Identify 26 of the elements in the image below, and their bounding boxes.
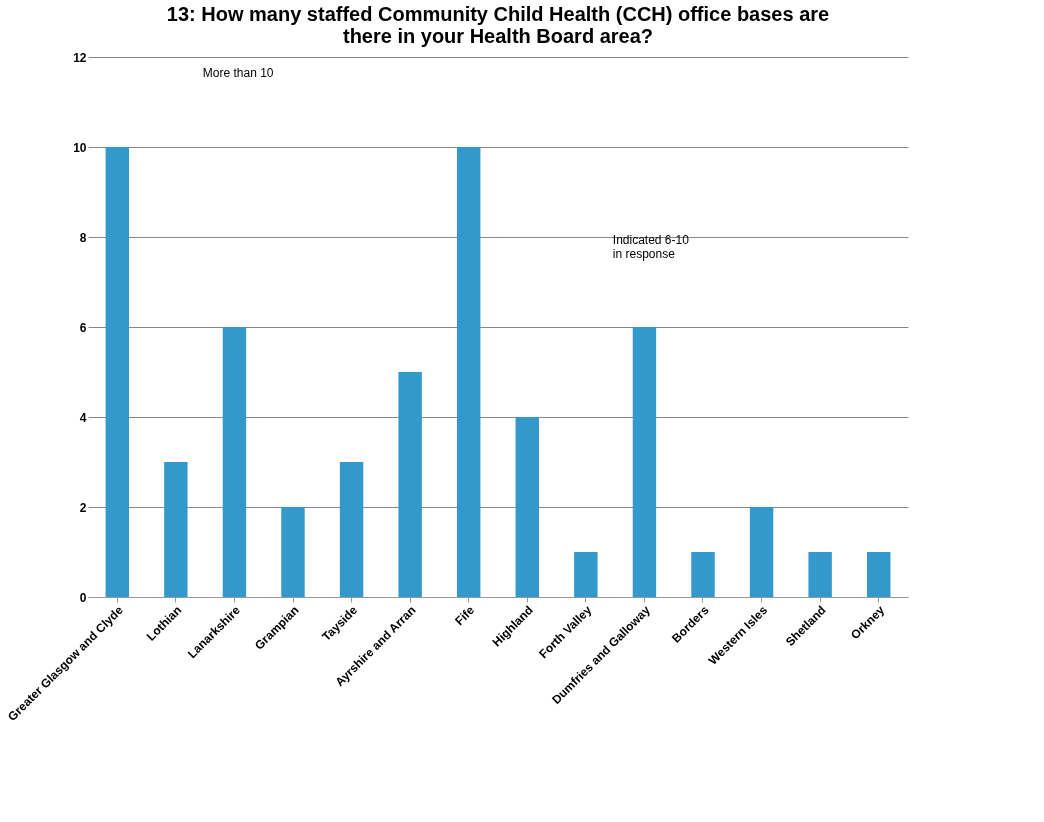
bar (398, 372, 422, 597)
text: 13: How many staffed Community Child Health (CCH) office bases are (166, 3, 830, 25)
y-tick-label: 4 (79, 410, 87, 425)
y-tick-label: 10 (73, 140, 87, 155)
bar (105, 147, 129, 597)
bar (691, 552, 715, 597)
bar (339, 462, 364, 597)
annotation: More than 10 (202, 65, 274, 80)
y-tick-label: 2 (79, 500, 87, 515)
x-tick-label: Fife (452, 602, 478, 629)
bar (281, 507, 305, 597)
y-tick-label: 8 (79, 230, 87, 245)
bar (808, 552, 832, 597)
bar (867, 552, 891, 597)
bar (632, 327, 657, 597)
bar (515, 417, 539, 597)
y-tick-label: 12 (73, 50, 87, 65)
y-tick-label: 0 (79, 590, 87, 605)
text: there in your Health Board area? (342, 25, 654, 47)
bar (164, 462, 188, 597)
bar (574, 552, 598, 597)
bar (457, 147, 481, 597)
y-tick-label: 6 (79, 320, 87, 335)
annotation: Indicated 6-10 in response (612, 233, 690, 262)
bar (749, 507, 774, 597)
bar (222, 327, 247, 597)
